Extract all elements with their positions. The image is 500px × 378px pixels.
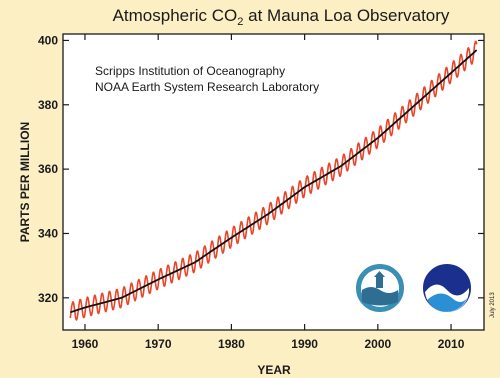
- x-tick-label: 1970: [145, 337, 172, 351]
- x-tick-label: 1990: [291, 337, 318, 351]
- x-tick-label: 2010: [438, 337, 465, 351]
- x-tick-label: 1980: [218, 337, 245, 351]
- y-tick-label: 380: [38, 98, 58, 112]
- y-tick-label: 320: [38, 291, 58, 305]
- x-axis-label: YEAR: [257, 363, 291, 377]
- plot-area: [62, 33, 485, 331]
- series-trend-line: [70, 49, 478, 314]
- x-tick-label: 1960: [72, 337, 99, 351]
- y-tick-label: 400: [38, 33, 58, 47]
- noaa-logo: [421, 262, 473, 314]
- source-line-2: NOAA Earth System Research Laboratory: [95, 80, 319, 94]
- y-tick-label: 340: [38, 226, 58, 240]
- y-tick-label: 360: [38, 162, 58, 176]
- date-stamp: July 2013: [490, 292, 496, 318]
- y-axis-label: PARTS PER MILLION: [18, 122, 32, 242]
- series-monthly-line: [69, 40, 478, 321]
- x-tick-label: 2000: [364, 337, 391, 351]
- y-axis: 320 340 360 380 400: [38, 33, 484, 305]
- chart-title: Atmospheric CO2 at Mauna Loa Observatory: [113, 6, 450, 28]
- scripps-logo: [354, 262, 406, 314]
- x-axis: 1960 1970 1980 1990 2000 2010: [72, 34, 465, 351]
- source-line-1: Scripps Institution of Oceanography: [95, 64, 285, 78]
